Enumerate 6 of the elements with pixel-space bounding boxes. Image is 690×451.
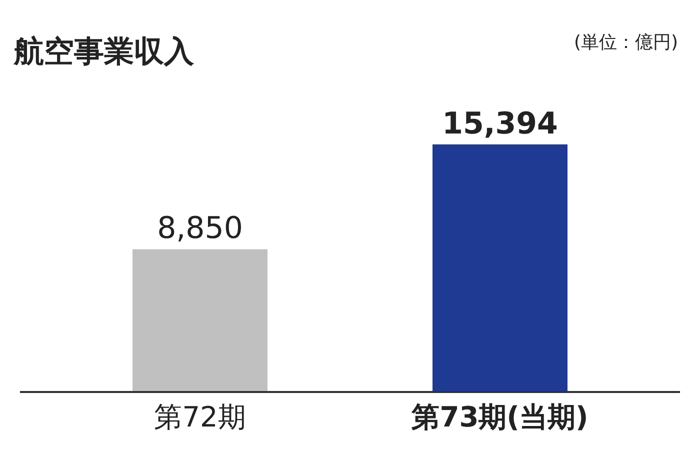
chart-title: 航空事業収入	[12, 34, 195, 70]
data-label: 15,394	[442, 106, 558, 142]
x-tick-label: 第72期	[154, 400, 246, 434]
data-label: 8,850	[157, 211, 243, 246]
x-tick-label: 第73期(当期)	[410, 400, 588, 434]
chart-subtitle: (単位：億円)	[574, 32, 678, 53]
